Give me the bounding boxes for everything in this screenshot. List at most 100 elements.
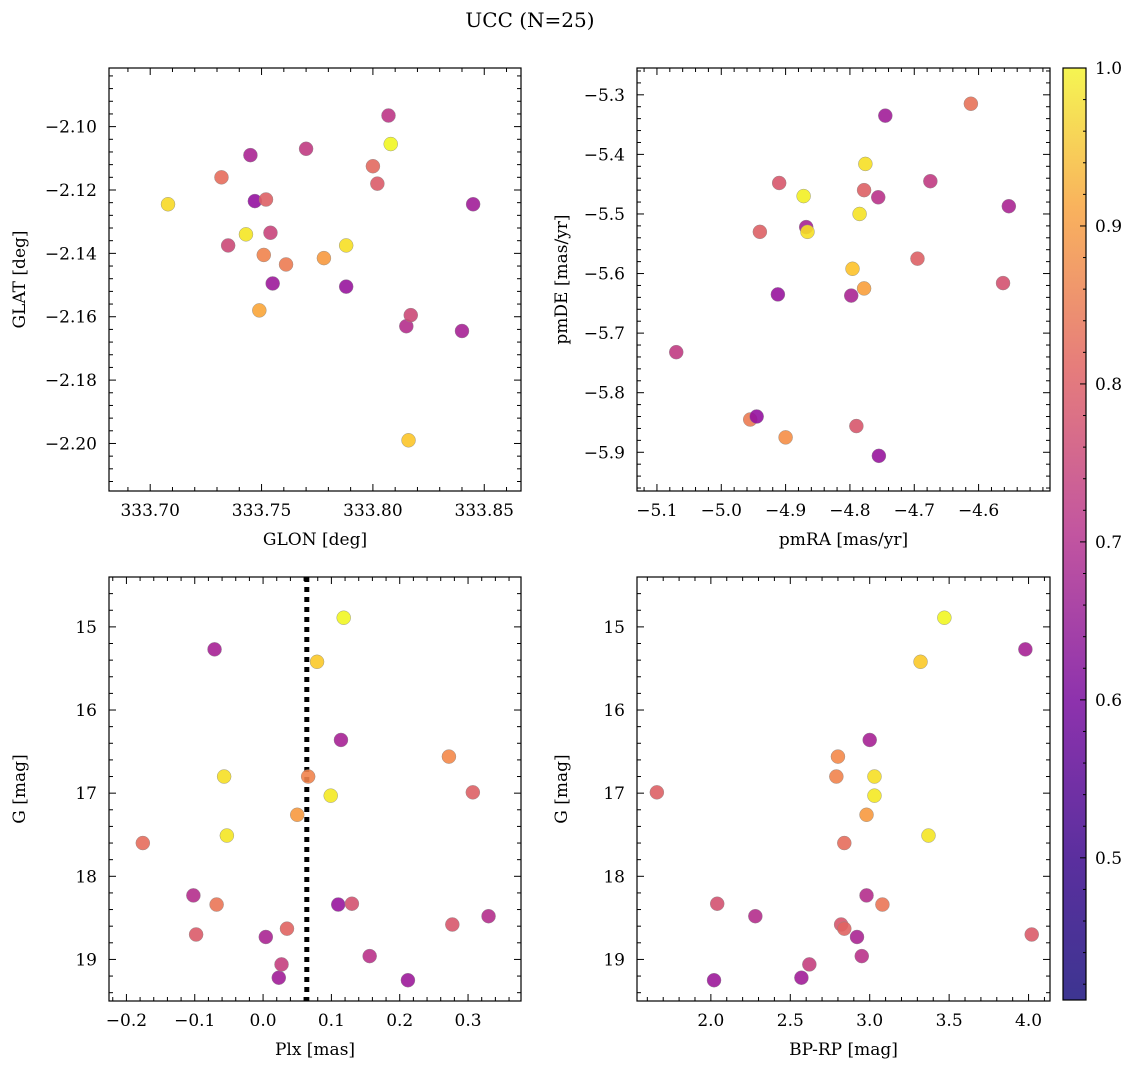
x-tick-label: 3.0 [856, 1011, 883, 1031]
data-point [271, 970, 286, 985]
data-point [338, 279, 354, 294]
x-tick-label: 3.5 [936, 1011, 963, 1031]
data-point [858, 156, 873, 172]
axes-frame [108, 576, 522, 1002]
y-tick-label: −2.20 [45, 434, 97, 454]
data-point [362, 948, 377, 964]
data-point [316, 250, 332, 266]
data-point [710, 896, 725, 911]
data-point [859, 807, 874, 822]
data-point [216, 769, 232, 784]
data-point [300, 769, 316, 784]
data-point [344, 896, 360, 911]
data-point [856, 182, 872, 198]
data-point [770, 287, 786, 302]
data-point [862, 732, 877, 748]
y-tick-label: −2.10 [45, 118, 97, 138]
axes-frame [636, 67, 1051, 492]
y-tick-label: −5.6 [584, 265, 625, 285]
data-point [849, 418, 864, 434]
x-tick-label: 0.2 [386, 1011, 413, 1031]
y-tick-label: 16 [75, 701, 97, 721]
data-point [209, 897, 224, 912]
data-point [856, 281, 872, 296]
data-point [867, 769, 882, 784]
y-tick-label: 16 [603, 701, 625, 721]
data-point [265, 276, 280, 291]
data-point [220, 238, 236, 253]
data-point [771, 175, 787, 191]
data-point [279, 921, 295, 936]
data-point [910, 251, 925, 266]
data-point [252, 303, 267, 318]
x-tick-label: −0.2 [106, 1011, 147, 1031]
data-point [849, 929, 865, 945]
colorbar-tick-label: 0.7 [1095, 533, 1122, 553]
y-tick-label: −2.16 [45, 308, 97, 328]
data-point [859, 888, 874, 903]
data-point [871, 190, 886, 205]
data-point [403, 307, 418, 323]
figure-title: UCC (N=25) [465, 8, 594, 32]
x-tick-label: 333.70 [120, 501, 179, 521]
x-tick-label: 2.5 [777, 1011, 804, 1031]
colorbar-tick-label: 0.5 [1095, 849, 1122, 869]
x-tick-label: 333.75 [232, 501, 291, 521]
data-point [1018, 642, 1033, 657]
data-point [778, 430, 793, 445]
y-tick-label: 18 [75, 867, 97, 887]
axes-frame [108, 67, 522, 492]
colorbar-tick-label: 0.8 [1095, 375, 1122, 395]
y-tick-label: 19 [75, 950, 97, 970]
data-point [258, 192, 274, 207]
data-point [441, 749, 457, 764]
x-tick-label: −4.9 [765, 501, 806, 521]
y-axis-label: G [mag] [10, 754, 30, 823]
x-axis-label: GLON [deg] [263, 530, 367, 550]
x-tick-label: 0.1 [318, 1011, 345, 1031]
y-tick-label: 19 [603, 950, 625, 970]
data-point [465, 197, 481, 212]
data-point [845, 261, 860, 276]
data-point [135, 835, 151, 851]
data-point [749, 409, 764, 424]
y-axis-label: GLAT [deg] [10, 230, 30, 328]
data-point [1024, 927, 1039, 942]
y-tick-label: −2.12 [45, 181, 97, 201]
data-point [706, 973, 722, 988]
data-point [290, 807, 305, 822]
y-tick-label: 15 [75, 618, 97, 638]
data-point [445, 917, 460, 932]
data-point [258, 929, 274, 945]
panel-4: 2.0 2.5 3.0 3.5 4.0 15 16 17 18 19 BP-RP [mag] G [m… [552, 576, 1051, 1060]
data-point [243, 147, 258, 163]
data-point [219, 828, 235, 843]
x-tick-label: 0.0 [250, 1011, 277, 1031]
y-tick-label: −5.4 [584, 145, 625, 165]
colorbar-gradient [1062, 67, 1087, 1001]
x-tick-label: 2.0 [697, 1011, 724, 1031]
x-tick-label: −4.8 [829, 501, 870, 521]
y-tick-label: −5.8 [584, 384, 625, 404]
y-axis-label: pmDE [mas/yr] [552, 214, 572, 344]
data-point [752, 224, 768, 240]
data-point [278, 257, 294, 272]
data-point [323, 788, 338, 803]
data-point [871, 448, 887, 464]
data-point [481, 909, 496, 924]
data-point [309, 654, 325, 669]
data-point [748, 909, 763, 924]
colorbar-tick-label: 1.0 [1095, 59, 1122, 79]
data-point [186, 888, 201, 903]
data-point [649, 785, 665, 800]
data-point [995, 275, 1011, 291]
data-point [794, 970, 809, 985]
data-point [454, 323, 470, 339]
data-point [830, 749, 846, 764]
colorbar: 0.5 0.6 0.7 0.8 0.9 1.0 [1062, 59, 1122, 1001]
panel-3: −0.2 −0.1 0.0 0.1 0.2 0.3 15 16 17 18 19 Plx [mas] G… [10, 576, 522, 1060]
data-point [854, 948, 869, 964]
data-point [333, 732, 349, 748]
y-tick-label: −5.3 [584, 86, 625, 106]
data-point [829, 769, 844, 784]
